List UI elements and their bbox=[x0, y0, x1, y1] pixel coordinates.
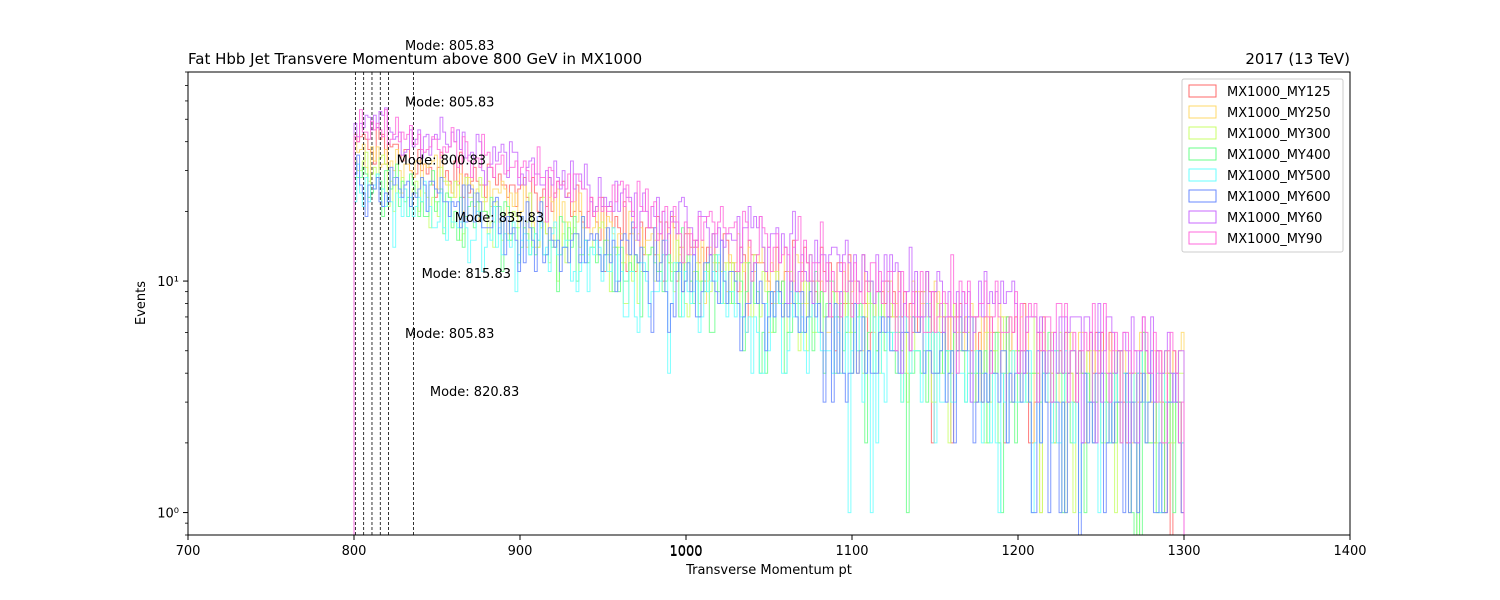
chart-title-right: 2017 (13 TeV) bbox=[1245, 50, 1350, 68]
chart-title: Fat Hbb Jet Transvere Momentum above 800… bbox=[188, 50, 642, 68]
mode-annotation-0: Mode: 805.83 bbox=[405, 39, 494, 54]
x-tick-label-1300: 1300 bbox=[1167, 544, 1200, 559]
legend-label-mx1000_my400: MX1000_MY400 bbox=[1227, 148, 1331, 163]
legend-swatch-mx1000_my90 bbox=[1188, 231, 1217, 245]
legend-swatch-mx1000_my250 bbox=[1188, 105, 1217, 119]
x-tick-label-1400: 1400 bbox=[1333, 544, 1366, 559]
x-tick-label-800: 800 bbox=[342, 544, 367, 559]
legend-label-mx1000_my500: MX1000_MY500 bbox=[1227, 169, 1331, 184]
y-tick-label-1: 10⁰ bbox=[157, 507, 179, 522]
series-line-mx1000_my60 bbox=[353, 107, 1185, 535]
legend-swatch-mx1000_my60 bbox=[1188, 210, 1217, 224]
legend-swatch-mx1000_my500 bbox=[1188, 168, 1217, 182]
mode-annotation-3: Mode: 835.83 bbox=[455, 211, 544, 226]
legend-swatch-mx1000_my125 bbox=[1188, 84, 1217, 98]
series-layer bbox=[353, 107, 1185, 535]
series-line-mx1000_my400 bbox=[353, 163, 1185, 535]
legend-label-mx1000_my125: MX1000_MY125 bbox=[1227, 85, 1331, 100]
legend-label-mx1000_my250: MX1000_MY250 bbox=[1227, 106, 1331, 121]
legend-swatch-mx1000_my400 bbox=[1188, 147, 1217, 161]
legend-box bbox=[1181, 78, 1344, 253]
x-tick-label-1200: 1200 bbox=[1001, 544, 1034, 559]
x-tick-label-extra: 1000 bbox=[669, 545, 702, 560]
legend-swatch-mx1000_my300 bbox=[1188, 126, 1217, 140]
x-tick-label-700: 700 bbox=[176, 544, 201, 559]
legend-label-mx1000_my600: MX1000_MY600 bbox=[1227, 190, 1331, 205]
mode-annotation-4: Mode: 815.83 bbox=[422, 267, 511, 282]
series-line-mx1000_my90 bbox=[353, 109, 1185, 535]
legend-label-mx1000_my60: MX1000_MY60 bbox=[1227, 211, 1322, 226]
annotation-layer: Mode: 805.83 Mode: 805.83 Mode: 800.83 Mode… bbox=[397, 39, 545, 400]
mode-annotation-1: Mode: 805.83 bbox=[405, 96, 494, 111]
y-tick-label-10: 10¹ bbox=[157, 275, 179, 290]
x-tick-label-1100: 1100 bbox=[835, 544, 868, 559]
mode-annotation-5: Mode: 805.83 bbox=[405, 327, 494, 342]
x-axis-label: Transverse Momentum pt bbox=[685, 563, 852, 578]
mode-annotation-6: Mode: 820.83 bbox=[430, 385, 519, 400]
legend-label-mx1000_my90: MX1000_MY90 bbox=[1227, 232, 1322, 247]
mode-line-layer bbox=[354, 72, 414, 535]
x-tick-label-1000: 1000 bbox=[669, 544, 702, 559]
x-tick-label-900: 900 bbox=[508, 544, 533, 559]
legend-swatch-mx1000_my600 bbox=[1188, 189, 1217, 203]
y-axis-label: Events bbox=[134, 281, 149, 325]
legend: MX1000_MY125 MX1000_MY250 MX1000_MY300 MX10… bbox=[1181, 78, 1344, 253]
legend-label-mx1000_my300: MX1000_MY300 bbox=[1227, 127, 1331, 142]
mode-annotation-2: Mode: 800.83 bbox=[397, 153, 486, 168]
